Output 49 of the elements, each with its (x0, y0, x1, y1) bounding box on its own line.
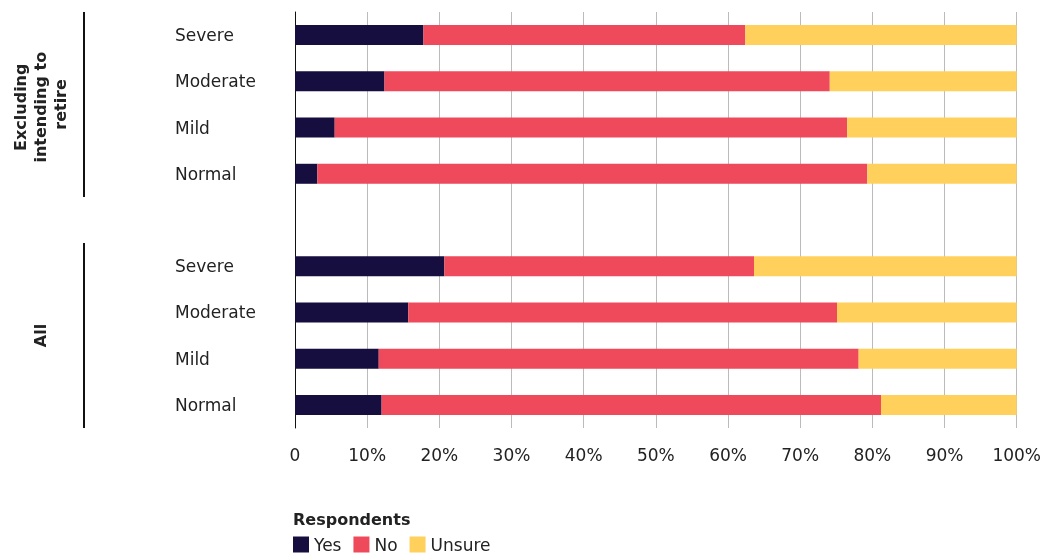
bar (295, 394, 382, 415)
legend-title: Respondents (293, 509, 411, 529)
bar (378, 348, 859, 369)
bar (745, 25, 1017, 46)
bar (334, 117, 848, 138)
bar (847, 117, 1017, 138)
y-tick-label: Severe (175, 25, 234, 46)
bar (381, 394, 882, 415)
text: All (30, 323, 50, 348)
bar (408, 302, 837, 323)
x-tick-label: 100% (992, 444, 1041, 465)
y-tick-label: Severe (175, 256, 234, 277)
bar (295, 25, 424, 46)
y-tick-label: Normal (175, 394, 237, 415)
bar (444, 256, 754, 277)
bar (858, 348, 1017, 369)
bar (317, 163, 868, 184)
x-tick-label: 0 (289, 444, 301, 465)
bar (829, 71, 1017, 92)
y-tick-label: Mild (175, 348, 210, 369)
legend-label: No (374, 534, 398, 555)
bar (867, 163, 1017, 184)
bar (881, 394, 1017, 415)
bar (295, 302, 409, 323)
bar (295, 163, 318, 184)
bar (295, 256, 445, 277)
bar (837, 302, 1017, 323)
bar (423, 25, 746, 46)
text: Excluding intending to retire (10, 46, 70, 163)
x-tick-label: 70% (781, 444, 820, 465)
bar (295, 71, 385, 92)
y-tick-label: Normal (175, 163, 237, 184)
x-tick-label: 60% (709, 444, 747, 465)
bar (384, 71, 830, 92)
bar (754, 256, 1017, 277)
x-tick-label: 90% (925, 444, 964, 465)
x-tick-label: 10% (348, 444, 387, 465)
x-tick-label: 80% (853, 444, 892, 465)
x-tick-label: 40% (564, 444, 603, 465)
y-tick-label: Moderate (175, 302, 256, 323)
y-tick-label: Mild (175, 117, 210, 138)
legend-label: Unsure (430, 534, 491, 555)
x-tick-label: 20% (420, 444, 459, 465)
bar (295, 348, 379, 369)
legend-label: Yes (313, 534, 342, 555)
y-tick-label: Moderate (175, 71, 256, 92)
bar (295, 117, 335, 138)
x-tick-label: 50% (636, 444, 675, 465)
x-tick-label: 30% (492, 444, 531, 465)
